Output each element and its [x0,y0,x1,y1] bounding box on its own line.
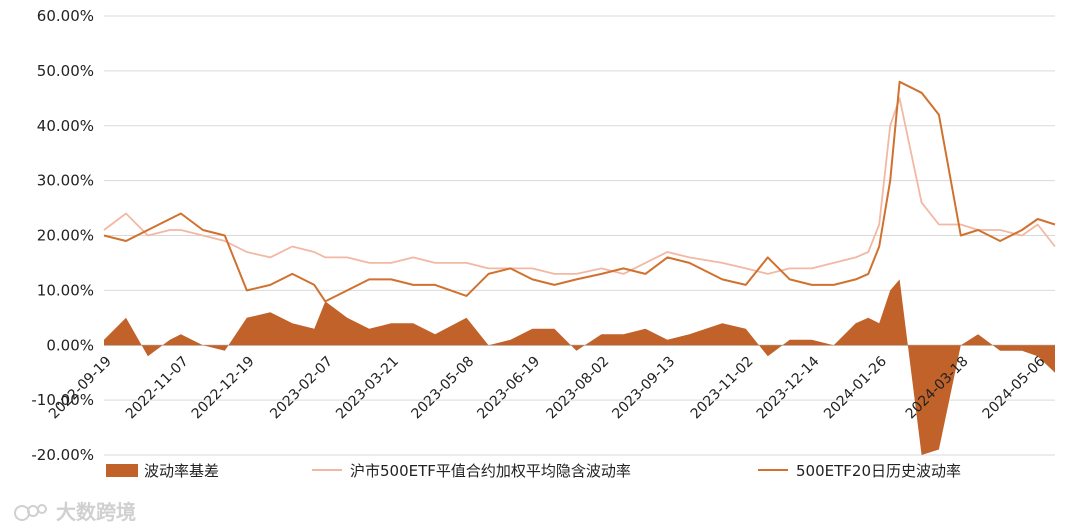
legend-label: 500ETF20日历史波动率 [796,462,961,480]
y-tick-label: 10.00% [37,281,94,299]
x-tick: 2023-05-08 [408,354,477,423]
x-tick: 2022-12-19 [189,354,258,423]
x-tick: 2023-09-13 [609,354,678,423]
y-tick-label: 60.00% [37,7,94,25]
legend-label: 沪市500ETF平值合约加权平均隐含波动率 [350,462,631,480]
series-basis-area [104,279,1055,455]
x-tick-label: 2022-11-07 [123,354,192,423]
legend-item: 波动率基差 [106,462,219,480]
legend-label: 波动率基差 [144,462,219,480]
x-tick-label: 2023-08-02 [543,354,612,423]
legend: 波动率基差 沪市500ETF平值合约加权平均隐含波动率 500ETF20日历史波动率 [106,462,961,480]
y-tick-label: -10.00% [31,391,94,409]
x-tick-label: 2023-11-02 [688,354,757,423]
x-tick-label: 2022-12-19 [189,354,258,423]
x-tick: 2023-12-14 [754,353,823,422]
x-tick-label: 2022-09-19 [46,354,115,423]
x-tick-label: 2024-05-06 [980,353,1049,422]
x-tick-label: 2023-06-19 [474,354,543,423]
y-axis-ticks: 60.00% 50.00% 40.00% 30.00% 20.00% 10.00% 0.00… [31,7,94,464]
x-tick: 2023-03-21 [333,354,402,423]
y-tick-label: -20.00% [31,446,94,464]
x-tick: 2023-02-07 [267,354,336,423]
grid-lines [104,15,1055,456]
x-tick: 2022-11-07 [123,354,192,423]
legend-swatch [106,464,138,477]
x-tick: 2022-09-19 [46,354,115,423]
x-tick-label: 2023-05-08 [408,354,477,423]
x-tick-label: 2024-01-26 [821,353,890,422]
x-tick: 2024-01-26 [821,353,890,422]
legend-item: 500ETF20日历史波动率 [758,462,961,480]
x-tick: 2024-05-06 [980,353,1049,422]
y-tick-label: 40.00% [37,117,94,135]
x-tick-label: 2023-12-14 [754,353,823,422]
series-historical-vol-line [103,80,1056,303]
watermark: 大数跨境 [14,500,136,524]
watermark-text: 大数跨境 [56,500,136,524]
legend-item: 沪市500ETF平值合约加权平均隐含波动率 [312,462,631,480]
x-tick-label: 2023-09-13 [609,354,678,423]
y-tick-label: 30.00% [37,172,94,190]
watermark-logo-icon [14,504,47,521]
x-tick-label: 2023-02-07 [267,354,336,423]
series-implied-vol-line [103,97,1056,275]
y-tick-label: 50.00% [37,62,94,80]
x-tick: 2023-11-02 [688,354,757,423]
y-tick-label: 20.00% [37,227,94,245]
x-tick: 2023-08-02 [543,354,612,423]
line-series-layer [103,80,1056,303]
x-tick-label: 2023-03-21 [333,354,402,423]
area-series-layer [104,279,1055,455]
y-tick-label: 0.00% [46,336,94,354]
x-tick: 2023-06-19 [474,354,543,423]
